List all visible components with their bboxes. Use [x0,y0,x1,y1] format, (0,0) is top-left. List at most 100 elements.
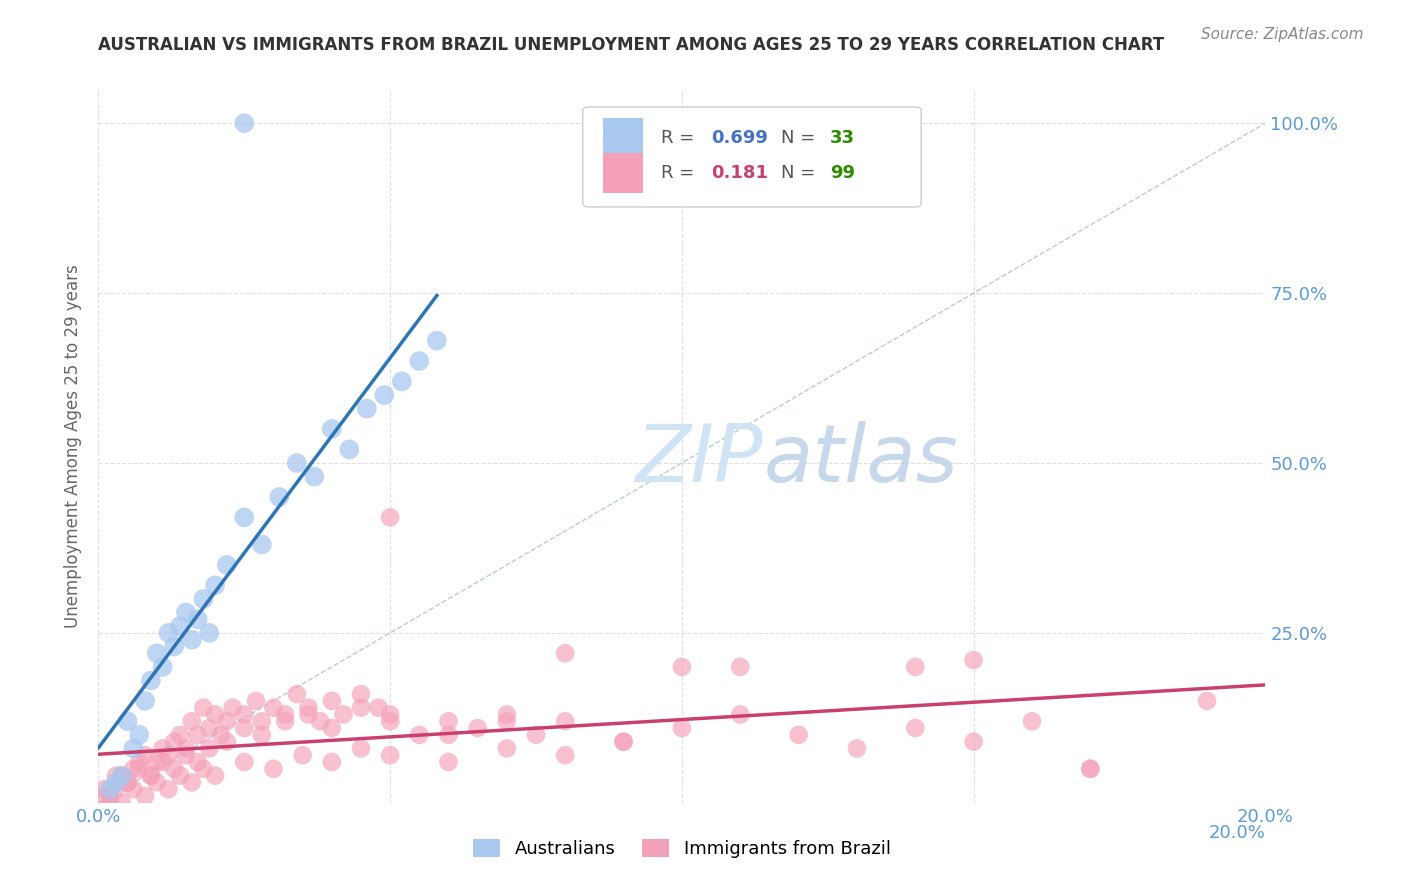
Point [111,796,134,810]
Point [554,714,576,729]
Point [139,673,162,688]
Point [187,728,209,742]
Point [169,769,191,783]
Point [98,782,121,797]
Text: N =: N = [782,164,821,182]
Point [180,714,202,729]
Point [285,456,308,470]
Point [233,755,256,769]
Point [367,700,389,714]
Point [250,714,273,729]
Point [1080,762,1102,776]
Point [496,741,519,756]
FancyBboxPatch shape [582,107,921,207]
Point [437,755,460,769]
Point [321,694,343,708]
Point [117,714,139,729]
Point [408,354,430,368]
Point [174,748,197,763]
Point [467,721,489,735]
Text: R =: R = [661,164,700,182]
Point [846,741,869,756]
Point [122,741,145,756]
Point [209,728,232,742]
Point [612,734,634,748]
Point [262,762,284,776]
Bar [603,153,644,193]
Text: 0.181: 0.181 [711,164,768,182]
Point [274,714,297,729]
Point [233,510,256,524]
Point [174,606,197,620]
Point [337,442,360,457]
Point [146,775,169,789]
Point [380,707,402,722]
Point [250,728,273,742]
Point [215,714,238,729]
Point [332,707,354,722]
Point [169,619,191,633]
Point [1021,714,1043,729]
Point [962,653,984,667]
Point [157,782,180,797]
Point [122,782,145,797]
Point [274,707,297,722]
Point [671,721,693,735]
Point [128,728,150,742]
Point [104,782,127,797]
Point [152,660,174,674]
Text: 20.0%: 20.0% [1209,824,1265,842]
Point [426,334,449,348]
Point [321,721,343,735]
Point [180,775,202,789]
Point [612,734,634,748]
Point [309,714,332,729]
Point [146,755,169,769]
Legend: Australians, Immigrants from Brazil: Australians, Immigrants from Brazil [465,831,898,865]
Point [163,640,186,654]
Text: R =: R = [661,128,700,146]
Text: Source: ZipAtlas.com: Source: ZipAtlas.com [1201,27,1364,42]
Point [962,734,984,748]
Text: 0.699: 0.699 [711,128,768,146]
Point [221,700,243,714]
Point [321,422,343,436]
Point [380,748,402,763]
Point [198,721,221,735]
Point [233,116,256,130]
Y-axis label: Unemployment Among Ages 25 to 29 years: Unemployment Among Ages 25 to 29 years [65,264,83,628]
Point [157,748,180,763]
Point [250,537,273,551]
Point [1080,762,1102,776]
Point [104,769,127,783]
Text: 33: 33 [830,128,855,146]
Point [215,558,238,572]
Point [98,789,121,803]
Point [215,734,238,748]
Point [152,755,174,769]
Point [297,707,319,722]
Point [169,728,191,742]
Point [139,769,162,783]
Point [163,762,186,776]
Point [321,755,343,769]
Point [111,769,134,783]
Point [98,796,121,810]
Text: AUSTRALIAN VS IMMIGRANTS FROM BRAZIL UNEMPLOYMENT AMONG AGES 25 TO 29 YEARS CORR: AUSTRALIAN VS IMMIGRANTS FROM BRAZIL UNE… [98,36,1164,54]
Point [356,401,378,416]
Point [180,632,202,647]
Point [297,700,319,714]
Point [904,660,927,674]
Point [163,734,186,748]
Point [350,741,373,756]
Point [496,707,519,722]
Point [198,741,221,756]
Text: ZIP: ZIP [637,421,763,500]
Point [152,741,174,756]
Point [122,762,145,776]
Point [496,714,519,729]
Point [437,728,460,742]
Point [104,775,127,789]
Text: atlas: atlas [763,421,959,500]
Point [408,728,430,742]
